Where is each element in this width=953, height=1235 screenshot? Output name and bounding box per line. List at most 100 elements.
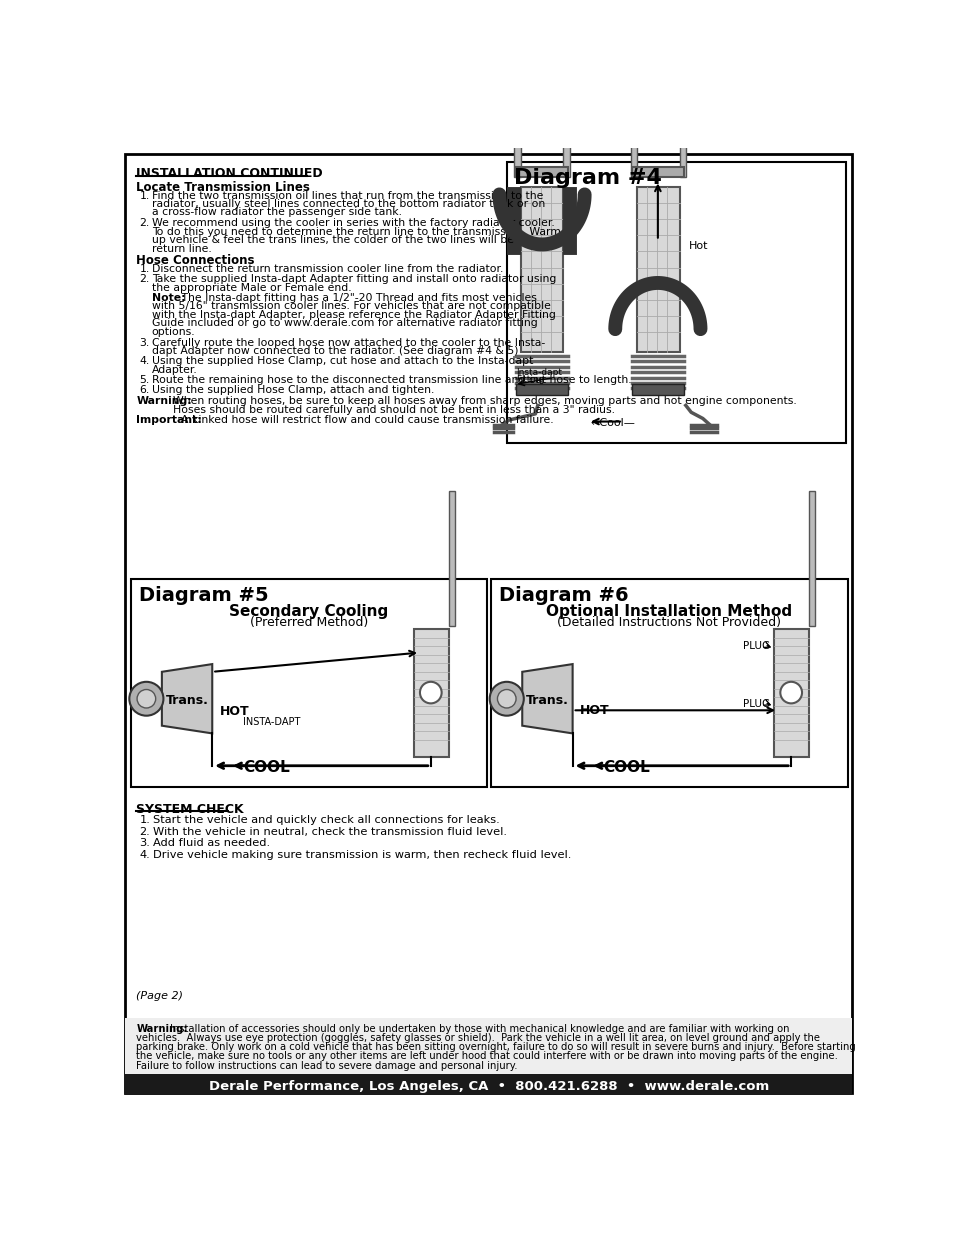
Text: Important:: Important: — [136, 415, 202, 425]
Circle shape — [489, 682, 523, 716]
Text: PLUG: PLUG — [742, 699, 769, 709]
Text: Trans.: Trans. — [166, 694, 209, 708]
Text: Derale Performance, Los Angeles, CA  •  800.421.6288  •  www.derale.com: Derale Performance, Los Angeles, CA • 80… — [209, 1079, 768, 1093]
Bar — [131, 579, 487, 787]
Text: Diagram #6: Diagram #6 — [498, 585, 628, 605]
Text: 1.: 1. — [139, 264, 150, 274]
Circle shape — [780, 682, 801, 704]
Text: 3.: 3. — [139, 839, 151, 848]
Text: with 5/16" transmission cooler lines. For vehicles that are not compatible: with 5/16" transmission cooler lines. Fo… — [152, 301, 550, 311]
Text: Diagram #4: Diagram #4 — [514, 168, 661, 188]
Text: Start the vehicle and quickly check all connections for leaks.: Start the vehicle and quickly check all … — [153, 815, 499, 825]
Text: HOT: HOT — [220, 705, 250, 718]
Text: (Detailed Instructions Not Provided): (Detailed Instructions Not Provided) — [557, 616, 781, 630]
Text: Hoses should be routed carefully and should not be bent in less than a 3" radius: Hoses should be routed carefully and sho… — [172, 405, 614, 415]
Text: When routing hoses, be sure to keep all hoses away from sharp edges, moving part: When routing hoses, be sure to keep all … — [172, 396, 796, 406]
Text: We recommend using the cooler in series with the factory radiator cooler.: We recommend using the cooler in series … — [152, 219, 554, 228]
Text: parking brake. Only work on a cold vehicle that has been sitting overnight, fail: parking brake. Only work on a cold vehic… — [136, 1042, 855, 1052]
Text: Drive vehicle making sure transmission is warm, then recheck fluid level.: Drive vehicle making sure transmission i… — [153, 850, 571, 860]
Text: Optional Installation Method: Optional Installation Method — [546, 604, 792, 619]
Circle shape — [137, 689, 155, 708]
Bar — [448, 490, 455, 626]
Bar — [506, 162, 845, 443]
Bar — [679, 0, 685, 178]
Text: 4.: 4. — [139, 850, 150, 860]
Circle shape — [497, 689, 516, 708]
Circle shape — [130, 682, 163, 716]
Bar — [637, 186, 679, 352]
Text: Failure to follow instructions can lead to severe damage and personal injury.: Failure to follow instructions can lead … — [136, 1061, 517, 1071]
Text: 4.: 4. — [139, 356, 150, 366]
Text: Fitting: Fitting — [516, 374, 544, 384]
Bar — [516, 167, 567, 178]
Text: SYSTEM CHECK: SYSTEM CHECK — [136, 803, 244, 815]
Text: Hot: Hot — [688, 241, 708, 251]
Bar — [125, 1073, 852, 1095]
Text: 1.: 1. — [139, 815, 151, 825]
Text: Warning:: Warning: — [136, 396, 192, 406]
Text: 3.: 3. — [139, 337, 150, 347]
Text: 2.: 2. — [139, 274, 150, 284]
Text: With the vehicle in neutral, check the transmission fluid level.: With the vehicle in neutral, check the t… — [153, 826, 507, 836]
Text: with the Insta-dapt Adapter, please reference the Radiator Adapter Fitting: with the Insta-dapt Adapter, please refe… — [152, 310, 555, 320]
Text: COOL: COOL — [243, 760, 290, 774]
Polygon shape — [162, 664, 212, 734]
Text: INSTA-DAPT: INSTA-DAPT — [243, 718, 300, 727]
Text: ←Cool—: ←Cool— — [590, 417, 635, 427]
Text: INSTALLATION CONTINUED: INSTALLATION CONTINUED — [136, 168, 322, 180]
Text: Secondary Cooling: Secondary Cooling — [230, 604, 388, 619]
Polygon shape — [521, 664, 572, 734]
Bar — [562, 0, 569, 178]
Bar — [514, 0, 520, 178]
Text: 2.: 2. — [139, 826, 150, 836]
Bar — [414, 630, 448, 757]
Bar — [632, 167, 683, 178]
Text: Guide included or go to www.derale.com for alternative radiator fitting: Guide included or go to www.derale.com f… — [152, 319, 537, 329]
Text: 2.: 2. — [139, 219, 150, 228]
Text: vehicles.  Always use eye protection (goggles, safety glasses or shield).  Park : vehicles. Always use eye protection (gog… — [136, 1032, 820, 1042]
Text: the vehicle, make sure no tools or any other items are left under hood that coul: the vehicle, make sure no tools or any o… — [136, 1051, 838, 1061]
Text: Carefully route the looped hose now attached to the cooler to the Insta-: Carefully route the looped hose now atta… — [152, 337, 544, 347]
Text: To do this you need to determine the return line to the transmission. Warm: To do this you need to determine the ret… — [152, 227, 560, 237]
Text: Diagram #5: Diagram #5 — [138, 585, 268, 605]
Text: PLUG: PLUG — [742, 641, 769, 651]
Text: COOL: COOL — [603, 760, 650, 774]
Text: Hose Connections: Hose Connections — [136, 254, 254, 268]
Text: Take the supplied Insta-dapt Adapter fitting and install onto radiator using: Take the supplied Insta-dapt Adapter fit… — [152, 274, 556, 284]
Text: Installation of accessories should only be undertaken by those with mechanical k: Installation of accessories should only … — [171, 1024, 789, 1034]
Text: The Insta-dapt fitting has a 1/2"-20 Thread and fits most vehicles: The Insta-dapt fitting has a 1/2"-20 Thr… — [178, 293, 537, 303]
Text: Disconnect the return transmission cooler line from the radiator.: Disconnect the return transmission coole… — [152, 264, 502, 274]
Text: Using the supplied Hose Clamp, attach and tighten.: Using the supplied Hose Clamp, attach an… — [152, 385, 434, 395]
Bar — [516, 384, 567, 395]
Text: options.: options. — [152, 327, 195, 337]
Text: return line.: return line. — [152, 243, 212, 253]
Bar — [773, 630, 808, 757]
Text: (Page 2): (Page 2) — [136, 992, 183, 1002]
Text: Warning:: Warning: — [136, 1024, 188, 1034]
Text: radiator, usually steel lines connected to the bottom radiator tank or on: radiator, usually steel lines connected … — [152, 199, 544, 209]
Text: Insta-dapt: Insta-dapt — [516, 368, 561, 377]
Text: Trans.: Trans. — [525, 694, 568, 708]
Text: Find the two transmission oil lines that run from the transmission to the: Find the two transmission oil lines that… — [152, 190, 542, 200]
Text: (Preferred Method): (Preferred Method) — [250, 616, 368, 630]
Text: Adapter.: Adapter. — [152, 364, 197, 374]
Circle shape — [419, 682, 441, 704]
Text: up vehicle & feel the trans lines, the colder of the two lines will be the: up vehicle & feel the trans lines, the c… — [152, 235, 535, 246]
Text: Route the remaining hose to the disconnected transmission line and cut hose to l: Route the remaining hose to the disconne… — [152, 375, 631, 385]
Text: 5.: 5. — [139, 375, 150, 385]
Text: HOT: HOT — [579, 704, 609, 718]
Text: Note:: Note: — [152, 293, 185, 303]
Text: 1.: 1. — [139, 190, 150, 200]
Bar — [520, 186, 562, 352]
Text: Using the supplied Hose Clamp, cut hose and attach to the Insta-dapt: Using the supplied Hose Clamp, cut hose … — [152, 356, 533, 366]
Text: the appropriate Male or Female end.: the appropriate Male or Female end. — [152, 283, 351, 293]
Text: A kinked hose will restrict flow and could cause transmission failure.: A kinked hose will restrict flow and cou… — [181, 415, 554, 425]
Bar — [491, 579, 847, 787]
Text: dapt Adapter now connected to the radiator. (See diagram #4 & 5): dapt Adapter now connected to the radiat… — [152, 346, 517, 356]
Text: Locate Transmission Lines: Locate Transmission Lines — [136, 180, 310, 194]
Text: a cross-flow radiator the passenger side tank.: a cross-flow radiator the passenger side… — [152, 207, 401, 217]
Text: 6.: 6. — [139, 385, 150, 395]
Text: Add fluid as needed.: Add fluid as needed. — [153, 839, 271, 848]
Bar — [808, 490, 815, 626]
Bar — [125, 1019, 852, 1073]
